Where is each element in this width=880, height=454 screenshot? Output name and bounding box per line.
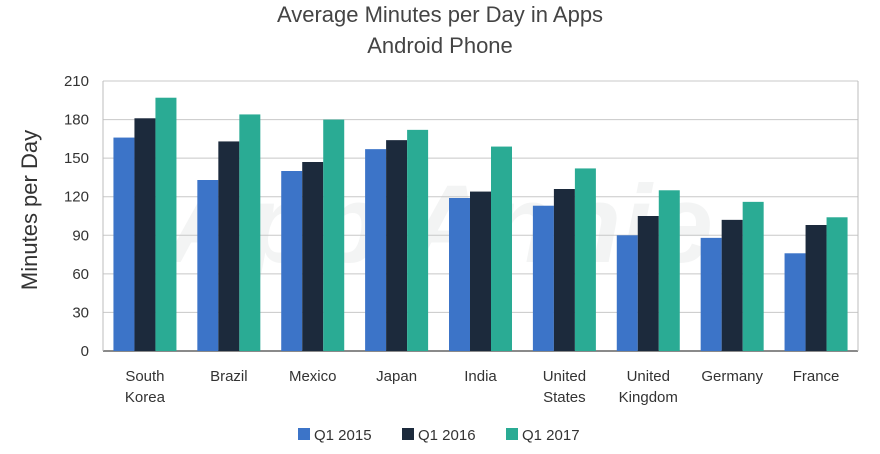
bar — [784, 253, 806, 351]
legend-swatch — [402, 428, 414, 440]
bar — [805, 225, 827, 351]
bar — [155, 97, 177, 351]
bar — [134, 118, 156, 352]
bar — [637, 216, 659, 351]
bar — [113, 137, 135, 351]
bar — [302, 162, 324, 351]
legend-label: Q1 2015 — [314, 427, 372, 444]
x-category-label: United — [627, 368, 670, 385]
bar — [616, 235, 638, 351]
x-category-label: South — [125, 368, 164, 385]
x-category-label: France — [793, 368, 840, 385]
legend: Q1 2015 Q1 2016 Q1 2017 — [298, 427, 580, 444]
y-tick-label: 210 — [64, 73, 89, 90]
bar — [658, 190, 680, 351]
chart-title: Average Minutes per Day in Apps — [277, 2, 603, 27]
y-tick-label: 30 — [72, 304, 89, 321]
y-tick-label: 150 — [64, 150, 89, 167]
y-tick-label: 0 — [81, 343, 89, 360]
legend-label: Q1 2017 — [522, 427, 580, 444]
x-category-label: Korea — [125, 389, 166, 406]
legend-label: Q1 2016 — [418, 427, 476, 444]
x-category-label: United — [543, 368, 586, 385]
bar — [553, 189, 575, 351]
legend-swatch — [506, 428, 518, 440]
x-category-label: India — [464, 368, 497, 385]
chart-subtitle: Android Phone — [367, 33, 513, 58]
y-tick-label: 180 — [64, 112, 89, 129]
bar — [239, 114, 261, 351]
x-category-label: Germany — [701, 368, 763, 385]
bar — [365, 149, 387, 351]
x-category-label: Brazil — [210, 368, 248, 385]
bar — [826, 217, 848, 351]
bar — [386, 140, 408, 351]
y-axis-label: Minutes per Day — [17, 130, 42, 290]
bar — [491, 146, 512, 351]
bar — [218, 141, 240, 351]
bar — [449, 198, 470, 351]
x-axis-categories: South Korea Brazil Mexico Japan India United St… — [125, 368, 839, 406]
bar — [470, 191, 491, 351]
y-tick-label: 90 — [72, 227, 89, 244]
x-category-label: States — [543, 389, 586, 406]
x-category-label: Kingdom — [619, 389, 678, 406]
bar — [323, 119, 345, 351]
bar — [407, 129, 429, 351]
bar — [574, 168, 596, 351]
bar — [742, 201, 764, 351]
bar — [721, 219, 743, 351]
bar — [281, 171, 303, 351]
y-axis-ticks: 0 30 60 90 120 150 180 210 — [64, 73, 89, 360]
bars — [113, 97, 848, 352]
bar — [700, 237, 722, 351]
y-tick-label: 60 — [72, 266, 89, 283]
bar — [532, 205, 554, 351]
bar — [197, 180, 219, 351]
x-category-label: Japan — [376, 368, 417, 385]
legend-swatch — [298, 428, 310, 440]
x-category-label: Mexico — [289, 368, 337, 385]
y-tick-label: 120 — [64, 189, 89, 206]
